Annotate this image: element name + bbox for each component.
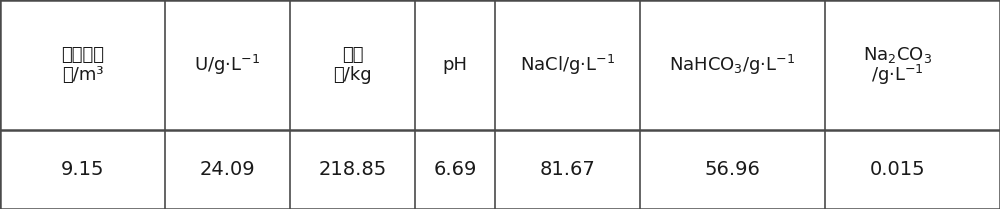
Text: 218.85: 218.85	[318, 160, 387, 179]
Text: 24.09: 24.09	[200, 160, 255, 179]
Text: $\mathregular{U/g{\cdot}L^{-1}}$: $\mathregular{U/g{\cdot}L^{-1}}$	[194, 53, 261, 77]
Text: $\mathregular{Na_2CO_3}$: $\mathregular{Na_2CO_3}$	[863, 45, 932, 65]
Text: 合格液体: 合格液体	[61, 46, 104, 64]
Text: 81.67: 81.67	[540, 160, 595, 179]
Text: 金属: 金属	[342, 46, 363, 64]
Text: $\mathregular{/g{\cdot}L^{-1}}$: $\mathregular{/g{\cdot}L^{-1}}$	[871, 63, 924, 87]
Text: 量/kg: 量/kg	[333, 66, 372, 84]
Text: $\mathregular{NaCl/g{\cdot}L^{-1}}$: $\mathregular{NaCl/g{\cdot}L^{-1}}$	[520, 53, 615, 77]
Text: $\mathregular{NaHCO_3/g{\cdot}L^{-1}}$: $\mathregular{NaHCO_3/g{\cdot}L^{-1}}$	[669, 53, 796, 77]
Text: 0.015: 0.015	[870, 160, 925, 179]
Text: pH: pH	[442, 56, 468, 74]
Text: 积/m³: 积/m³	[62, 66, 103, 84]
Text: 6.69: 6.69	[433, 160, 477, 179]
Text: 56.96: 56.96	[705, 160, 760, 179]
Text: 9.15: 9.15	[61, 160, 104, 179]
